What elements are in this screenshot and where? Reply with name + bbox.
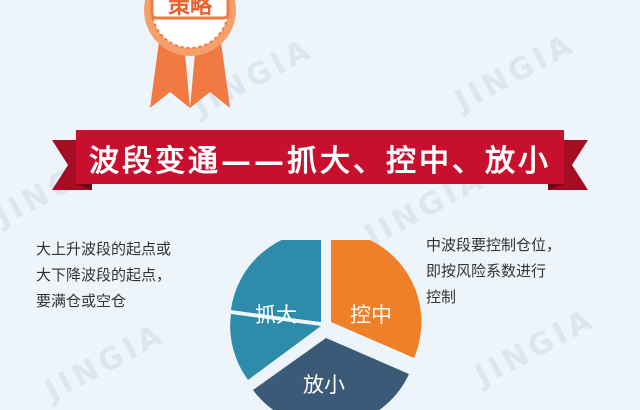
title-banner: [52, 130, 588, 190]
watermark-text: JINGIA: [469, 301, 602, 394]
watermark-text: JINGIA: [449, 26, 582, 119]
medal-label-box: [150, 0, 230, 20]
banner-title: 波段变通——抓大、控中、放小: [89, 144, 551, 179]
pie-segment-grab-big: [230, 240, 321, 380]
note-left: 大上升波段的起点或 大下降波段的起点， 要满仓或空仓: [36, 236, 226, 314]
note-line: 中波段要控制仓位，: [426, 236, 562, 254]
pie-segment-release-small: [253, 338, 409, 410]
medal-label: 策略: [168, 0, 213, 19]
banner-body: [76, 130, 564, 184]
pie-segment-control-mid: [331, 240, 422, 358]
pie-label: 抓大: [255, 303, 297, 327]
medal-badge: 策略: [144, 0, 236, 108]
note-line: 即按风险系数进行: [426, 262, 547, 280]
watermark-text: JINGIA: [39, 316, 172, 409]
pie-label: 放小: [303, 373, 345, 397]
note-line: 要满仓或空仓: [36, 292, 127, 310]
note-line: 大下降波段的起点，: [36, 266, 172, 284]
pie-diagram: 抓大 控中 放小: [230, 240, 422, 410]
note-line: 控制: [426, 288, 457, 306]
note-right: 中波段要控制仓位， 即按风险系数进行 控制: [426, 232, 616, 310]
note-line: 大上升波段的起点或: [36, 240, 172, 258]
pie-label: 控中: [350, 303, 392, 327]
